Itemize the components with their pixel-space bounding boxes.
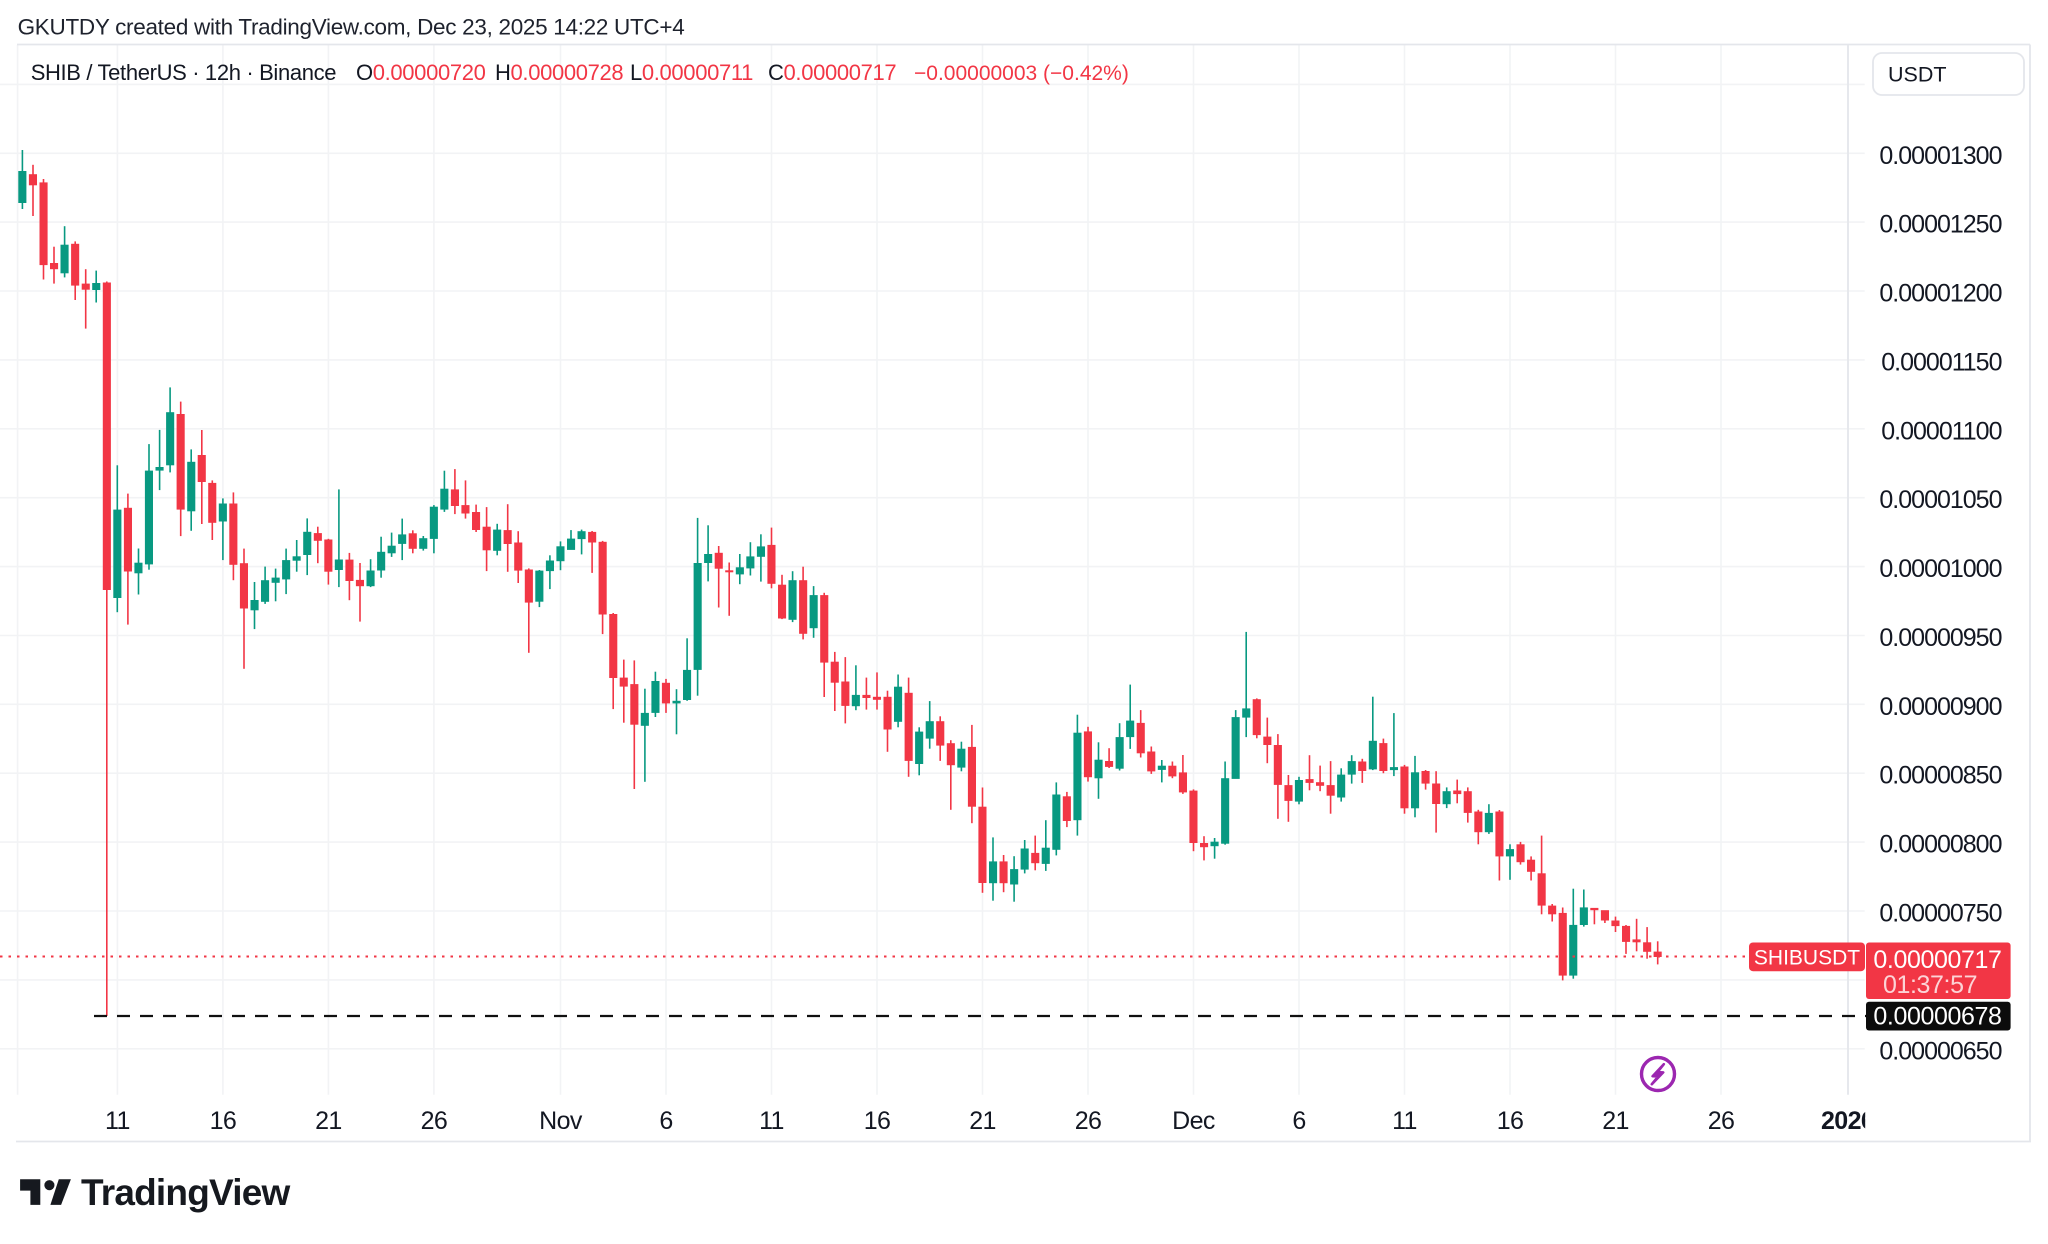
svg-text:16: 16: [1497, 1107, 1524, 1135]
svg-text:SHIBUSDT: SHIBUSDT: [1754, 946, 1860, 969]
svg-text:26: 26: [1708, 1107, 1735, 1135]
svg-text:11: 11: [759, 1107, 784, 1135]
svg-text:0.00001000: 0.00001000: [1879, 555, 2001, 583]
svg-text:11: 11: [1392, 1107, 1417, 1135]
svg-text:0.00000800: 0.00000800: [1879, 831, 2001, 859]
svg-text:O0.00000720: O0.00000720: [356, 60, 486, 85]
svg-text:C0.00000717: C0.00000717: [768, 60, 896, 85]
svg-text:0.00000850: 0.00000850: [1879, 762, 2001, 790]
svg-text:01:37:57: 01:37:57: [1883, 971, 1977, 999]
svg-text:16: 16: [864, 1107, 891, 1135]
svg-text:16: 16: [210, 1107, 237, 1135]
svg-text:GKUTDY created with TradingVie: GKUTDY created with TradingView.com, Dec…: [18, 15, 685, 40]
svg-text:TradingView: TradingView: [81, 1172, 290, 1213]
svg-text:0.00000900: 0.00000900: [1879, 693, 2001, 721]
svg-text:0.00001200: 0.00001200: [1879, 280, 2001, 308]
svg-text:0.00001300: 0.00001300: [1879, 142, 2001, 170]
svg-text:6: 6: [659, 1107, 672, 1135]
svg-text:0.00000750: 0.00000750: [1879, 900, 2001, 928]
svg-text:2026: 2026: [1821, 1107, 1874, 1135]
svg-text:Nov: Nov: [539, 1107, 583, 1135]
svg-text:0.00000678: 0.00000678: [1873, 1003, 2001, 1031]
svg-text:0.00001050: 0.00001050: [1879, 486, 2001, 514]
svg-text:21: 21: [969, 1107, 996, 1135]
svg-text:6: 6: [1292, 1107, 1305, 1135]
svg-text:Dec: Dec: [1172, 1107, 1215, 1135]
svg-text:0.00001150: 0.00001150: [1881, 348, 2001, 376]
svg-text:H0.00000728: H0.00000728: [495, 60, 623, 85]
svg-text:0.00001100: 0.00001100: [1881, 417, 2001, 445]
svg-text:−0.00000003 (−0.42%): −0.00000003 (−0.42%): [914, 62, 1129, 85]
svg-text:21: 21: [1602, 1107, 1629, 1135]
svg-text:26: 26: [1075, 1107, 1102, 1135]
svg-text:L0.00000711: L0.00000711: [630, 60, 753, 85]
svg-text:21: 21: [315, 1107, 342, 1135]
svg-text:26: 26: [421, 1107, 448, 1135]
svg-text:0.00000650: 0.00000650: [1879, 1037, 2001, 1065]
svg-text:USDT: USDT: [1888, 63, 1947, 87]
svg-text:0.00000717: 0.00000717: [1873, 946, 2001, 974]
svg-text:0.00000950: 0.00000950: [1879, 624, 2001, 652]
svg-text:0.00001250: 0.00001250: [1879, 211, 2001, 239]
svg-text:SHIB / TetherUS · 12h · Binanc: SHIB / TetherUS · 12h · Binance: [31, 60, 337, 85]
svg-text:11: 11: [105, 1107, 130, 1135]
